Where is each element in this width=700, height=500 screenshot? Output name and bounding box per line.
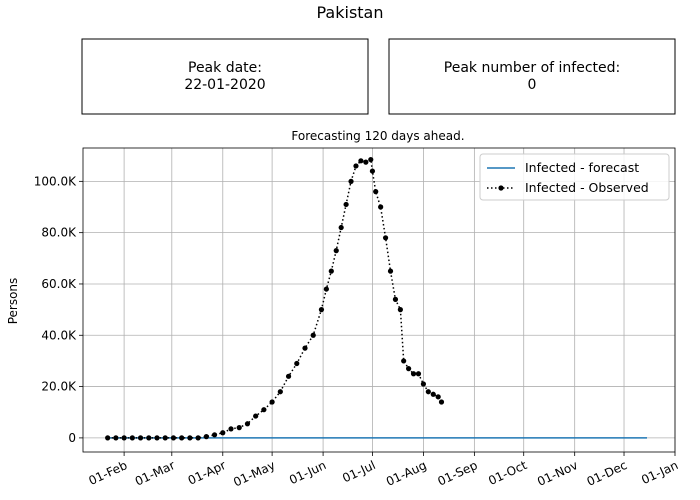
observed-point	[236, 425, 242, 431]
observed-point	[338, 224, 344, 231]
observed-point	[220, 430, 226, 436]
observed-point	[146, 435, 152, 441]
peak-infected-value: 0	[528, 77, 537, 93]
observed-point	[430, 391, 436, 397]
observed-point	[410, 371, 417, 377]
observed-point	[328, 268, 334, 274]
x-tick-label: 01-Mar	[133, 458, 177, 489]
x-tick-label: 01-Feb	[86, 458, 129, 488]
observed-point	[406, 366, 412, 372]
observed-point	[277, 389, 283, 395]
y-tick-label: 40.0K	[41, 328, 77, 342]
observed-point	[343, 201, 349, 208]
legend-marker	[498, 185, 504, 191]
peak-date-label: Peak date:	[188, 60, 262, 76]
observed-point	[285, 373, 292, 379]
observed-point	[294, 360, 300, 367]
observed-point	[261, 407, 267, 413]
peak-date-value: 22-01-2020	[184, 77, 265, 93]
observed-point	[244, 421, 251, 427]
observed-line	[107, 158, 443, 439]
observed-point	[179, 435, 185, 441]
observed-point	[420, 381, 426, 387]
observed-point	[378, 204, 384, 210]
x-tick-label: 01-Jan	[639, 458, 680, 487]
observed-point	[154, 435, 160, 441]
observed-point	[368, 156, 374, 163]
observed-point	[211, 432, 218, 438]
observed-point	[129, 435, 135, 441]
legend-frame	[479, 153, 670, 201]
chart-title: Forecasting 120 days ahead.	[291, 129, 464, 143]
observed-point	[137, 435, 144, 441]
y-tick-label: 100.0K	[34, 174, 77, 188]
figure-title: Pakistan	[317, 3, 384, 22]
observed-point	[105, 435, 111, 441]
observed-point	[348, 178, 354, 184]
legend: Infected - forecast Infected - Observed	[479, 153, 670, 201]
x-tick-label: 01-Nov	[535, 458, 580, 489]
observed-point	[382, 235, 389, 241]
observed-point	[438, 399, 445, 405]
observed-point	[302, 345, 308, 351]
observed-point	[323, 286, 329, 292]
observed-point	[353, 163, 359, 169]
observed-point	[121, 435, 127, 441]
y-tick-label: 20.0K	[41, 380, 77, 394]
legend-entry: Infected - forecast	[525, 160, 639, 175]
y-tick-label: 60.0K	[41, 277, 77, 291]
observed-point	[310, 332, 316, 338]
observed-point	[253, 413, 259, 419]
observed-point	[387, 268, 394, 274]
observed-point	[369, 168, 376, 174]
observed-point	[397, 307, 403, 313]
observed-point	[203, 434, 209, 440]
y-tick-label: 80.0K	[41, 226, 77, 240]
observed-point	[187, 435, 193, 441]
info-box-peak-date: Peak date: 22-01-2020	[81, 38, 369, 115]
observed-point	[269, 399, 275, 405]
observed-point	[373, 189, 379, 195]
observed-point	[228, 426, 234, 432]
observed-point	[162, 435, 168, 441]
x-tick-label: 01-Jun	[287, 458, 328, 487]
observed-point	[435, 394, 441, 400]
x-tick-label: 01-Jul	[340, 458, 377, 485]
x-tick-label: 01-May	[231, 458, 277, 489]
observed-point	[425, 389, 431, 395]
observed-point	[333, 248, 339, 254]
y-axis-label: Persons	[6, 278, 20, 325]
info-box-peak-infected: Peak number of infected: 0	[388, 38, 676, 115]
plot-series	[105, 156, 647, 441]
y-tick-label: 0	[68, 431, 76, 445]
x-tick-label: 01-Sep	[435, 458, 479, 489]
x-tick-label: 01-Oct	[486, 458, 529, 488]
observed-point	[113, 435, 119, 441]
observed-point	[401, 358, 407, 364]
observed-point	[415, 371, 422, 377]
observed-point	[170, 435, 177, 441]
observed-point	[318, 307, 325, 313]
observed-point	[195, 435, 201, 441]
x-tick-label: 01-Dec	[585, 458, 630, 489]
x-tick-label: 01-Apr	[186, 458, 228, 488]
observed-point	[358, 158, 364, 164]
legend-entry: Infected - Observed	[525, 180, 649, 195]
observed-point	[392, 296, 399, 302]
x-tick-label: 01-Aug	[384, 458, 429, 489]
peak-infected-label: Peak number of infected:	[444, 60, 620, 76]
plot-frame	[82, 147, 676, 453]
observed-point	[363, 159, 369, 165]
